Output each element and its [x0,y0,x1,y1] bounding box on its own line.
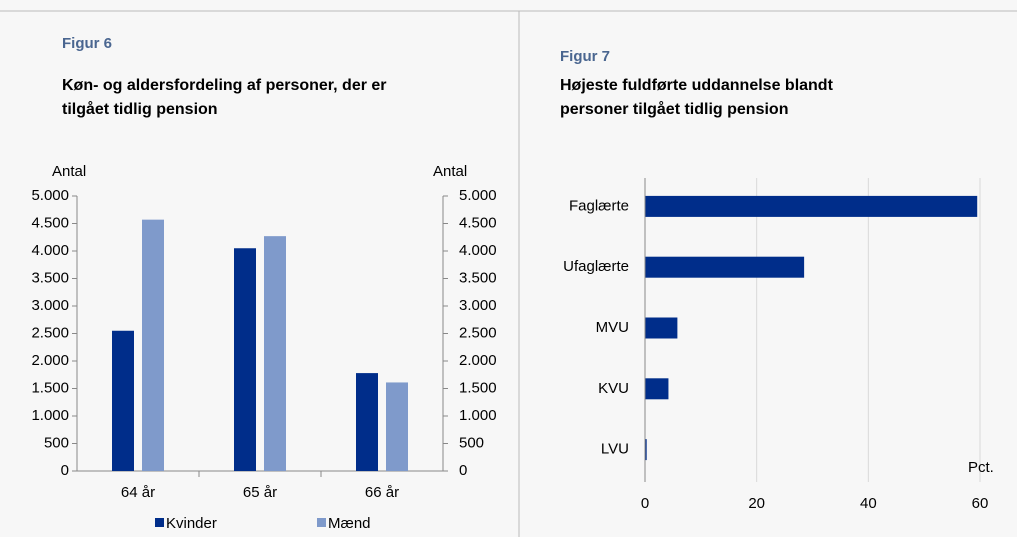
y2-tick-label: 500 [459,434,484,451]
x-tick-label: 66 år [365,484,399,501]
legend-swatch [317,518,326,527]
y-axis-label: Antal [52,163,86,180]
y2-tick-label: 2.500 [459,324,497,341]
y-tick-label: 3.500 [31,269,69,286]
y2-tick-label: 4.500 [459,214,497,231]
y2-axis-label: Antal [433,163,467,180]
y-tick-label: 3.000 [31,297,69,314]
x-tick-label: 65 år [243,484,277,501]
title-line: Køn- og aldersfordeling af personer, der… [62,77,387,94]
y-tick-label: 0 [61,462,69,479]
legend-swatch [155,518,164,527]
bar [142,219,164,471]
x-tick-label: 60 [972,495,989,512]
y-tick-label: Ufaglærte [563,258,629,275]
y-tick-label: 500 [44,434,69,451]
bar [645,195,978,217]
y2-tick-label: 1.500 [459,379,497,396]
x-tick-label: 40 [860,495,877,512]
bar [356,373,378,471]
y-tick-label: 1.000 [31,407,69,424]
y-tick-label: MVU [596,319,629,336]
chart-title: Køn- og aldersfordeling af personer, der… [62,77,387,118]
x-tick-label: 64 år [121,484,155,501]
y-tick-label: 4.000 [31,242,69,259]
y-tick-label: KVU [598,380,629,397]
y-tick-label: 1.500 [31,379,69,396]
y2-tick-label: 3.000 [459,297,497,314]
y2-tick-label: 4.000 [459,242,497,259]
bar [645,439,647,461]
x-tick-label: 0 [641,495,649,512]
y2-tick-label: 3.500 [459,269,497,286]
y-tick-label: 4.500 [31,214,69,231]
bar [645,256,805,278]
bar [234,248,256,471]
y2-tick-label: 1.000 [459,407,497,424]
y2-tick-label: 0 [459,462,467,479]
x-axis-label: Pct. [968,459,994,476]
bar [112,330,134,471]
legend-label: Kvinder [166,515,217,532]
figure-label: Figur 7 [560,48,610,65]
y2-tick-label: 5.000 [459,187,497,204]
bar [645,317,678,339]
figure-label: Figur 6 [62,35,112,52]
y-tick-label: LVU [601,441,629,458]
y-tick-label: 2.000 [31,352,69,369]
y2-tick-label: 2.000 [459,352,497,369]
chart-title: Højeste fuldførte uddannelse blandt perso… [560,77,834,118]
title-line: personer tilgået tidlig pension [560,100,788,118]
y-tick-label: 5.000 [31,187,69,204]
title-line: Højeste fuldførte uddannelse blandt [560,77,834,94]
bar [264,236,286,471]
bar [645,378,669,400]
title-line: tilgået tidlig pension [62,100,218,118]
y-tick-label: Faglærte [569,197,629,214]
x-tick-label: 20 [748,495,765,512]
legend-label: Mænd [328,515,371,532]
y-tick-label: 2.500 [31,324,69,341]
bar [386,382,408,471]
